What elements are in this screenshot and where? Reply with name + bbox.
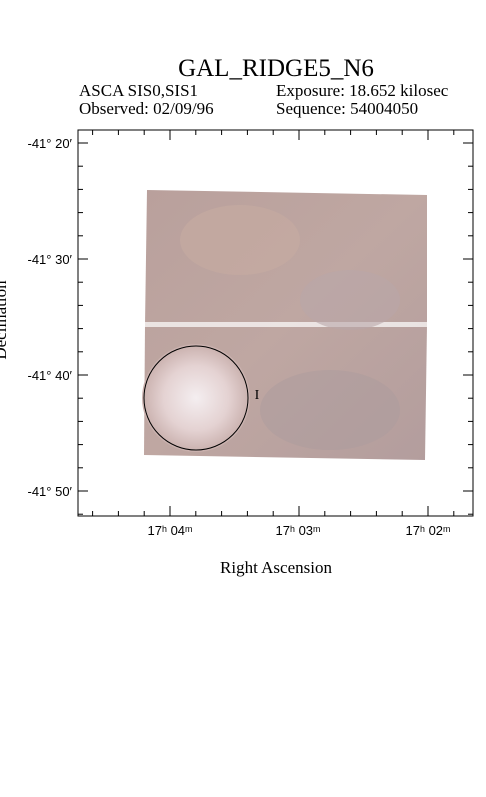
tick-marks — [78, 130, 473, 516]
image-texture — [180, 205, 300, 275]
bright-source — [142, 344, 250, 452]
image-texture — [260, 370, 400, 450]
observed: Observed: 02/09/96 — [79, 99, 214, 118]
x-tick-label: 17ʰ 02ᵐ — [406, 523, 451, 538]
y-tick-label: -41° 30′ — [28, 252, 73, 267]
y-axis-label: Declination — [0, 280, 10, 360]
source-marker: I — [255, 388, 260, 403]
title: GAL_RIDGE5_N6 — [178, 55, 374, 82]
sequence: Sequence: 54004050 — [276, 99, 418, 118]
x-axis-label: Right Ascension — [220, 558, 332, 577]
y-tick-label: -41° 50′ — [28, 484, 73, 499]
y-tick-label: -41° 40′ — [28, 368, 73, 383]
exposure: Exposure: 18.652 kilosec — [276, 81, 449, 100]
x-tick-label: 17ʰ 04ᵐ — [148, 523, 193, 538]
plot-frame — [77, 129, 474, 517]
image-texture — [300, 270, 400, 330]
y-tick-label: -41° 20′ — [28, 136, 73, 151]
x-tick-label: 17ʰ 03ᵐ — [276, 523, 321, 538]
instrument: ASCA SIS0,SIS1 — [79, 81, 198, 100]
image-gap — [145, 322, 427, 327]
source-region — [143, 345, 249, 451]
